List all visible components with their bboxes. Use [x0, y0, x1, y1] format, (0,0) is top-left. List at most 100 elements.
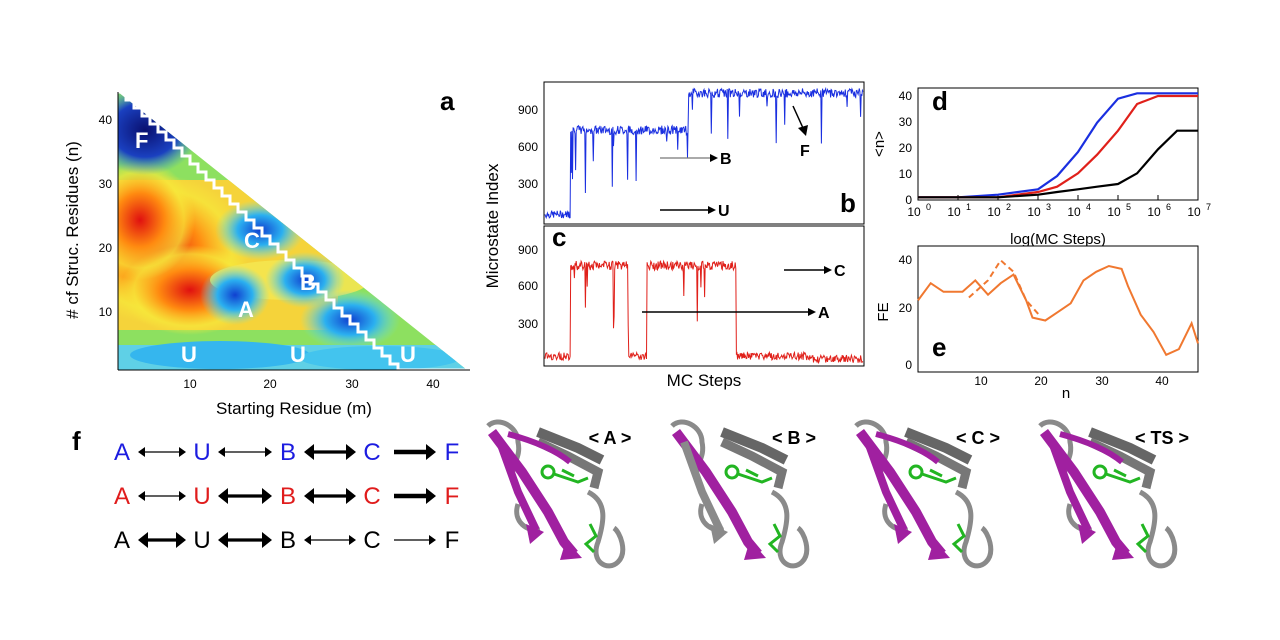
structure-title: < B > — [772, 428, 816, 448]
fe-line-solid — [917, 264, 1199, 357]
panel-a: a F C B A U U U 10 20 30 40 10 20 30 40 … — [63, 86, 470, 418]
x-tick-label: 40 — [1155, 374, 1169, 388]
scheme-state: A — [114, 527, 130, 554]
state-label-u: U — [400, 342, 416, 367]
x-tick-exponent: 2 — [1006, 202, 1011, 212]
y-tick-label: 20 — [899, 301, 913, 315]
panel-e-frame — [917, 245, 1199, 373]
annotation-a: A — [818, 305, 830, 322]
y-axis-title: Microstate Index — [483, 163, 502, 288]
protein-structure: < B > — [670, 419, 816, 569]
x-tick-label: 20 — [263, 377, 277, 391]
arrow-c-head — [824, 266, 832, 274]
scheme-state: B — [280, 527, 296, 554]
x-tick-exponent: 5 — [1126, 202, 1131, 212]
x-tick-label: 40 — [426, 377, 440, 391]
x-axis-title: n — [1062, 385, 1070, 402]
y-tick-label: 10 — [899, 167, 913, 181]
scheme-arrow — [394, 444, 436, 460]
series-line-black — [918, 129, 1198, 199]
structure-title: < TS > — [1135, 428, 1189, 448]
x-tick-label: 10 — [1107, 205, 1121, 219]
state-label-u: U — [290, 342, 306, 367]
scheme-state: C — [363, 527, 380, 554]
protein-structure: < A > — [486, 419, 632, 569]
scheme-state: C — [363, 483, 380, 510]
state-label-f: F — [135, 128, 148, 153]
x-axis-title: Starting Residue (m) — [216, 399, 372, 418]
scheme-state: A — [114, 439, 130, 466]
scheme-state: U — [193, 483, 210, 510]
annotation-f: F — [800, 143, 810, 160]
panel-e-letter: e — [932, 332, 946, 362]
state-label-a: A — [238, 297, 254, 322]
panel-a-letter: a — [440, 86, 455, 116]
y-tick-label: 10 — [99, 305, 113, 319]
arrow-a-head — [808, 308, 816, 316]
scheme-arrow — [394, 488, 436, 504]
panel-d: 0 10 20 30 40 10 0 10 1 10 2 10 3 10 4 10 5 10 6 10 7 d… — [871, 86, 1211, 248]
x-tick-label: 10 — [1147, 205, 1161, 219]
protein-structure: < C > — [854, 419, 1000, 569]
y-tick-label: 300 — [518, 177, 538, 191]
y-tick-label: 0 — [905, 358, 912, 372]
scheme-state: B — [280, 439, 296, 466]
y-tick-label: 600 — [518, 140, 538, 154]
x-tick-exponent: 3 — [1046, 202, 1051, 212]
scheme-state: C — [363, 439, 380, 466]
panel-f: f A U B C F A U B C F A U B C F — [72, 426, 459, 554]
scheme-arrow — [304, 444, 356, 460]
scheme-state: U — [193, 527, 210, 554]
y-tick-label: 20 — [899, 141, 913, 155]
y-axis-title: <n> — [871, 131, 888, 157]
scheme-state: B — [280, 483, 296, 510]
panel-b-frame — [543, 81, 865, 225]
x-tick-exponent: 4 — [1086, 202, 1091, 212]
y-tick-label: 0 — [905, 193, 912, 207]
arrow-u-head — [708, 206, 716, 214]
panel-c-trace — [544, 259, 864, 365]
panel-d-xlabels: 10 0 10 1 10 2 10 3 10 4 10 5 10 6 10 7 — [907, 202, 1211, 219]
arrow-f-head — [798, 125, 808, 136]
panel-e-series — [917, 258, 1199, 357]
arrow-b-head — [710, 154, 718, 162]
structure-title: < C > — [956, 428, 1000, 448]
y-tick-label: 600 — [518, 279, 538, 293]
scheme-arrow — [304, 488, 356, 504]
y-tick-label: 30 — [899, 115, 913, 129]
structure-row: < A > < B > < C > < TS > — [478, 412, 1238, 582]
scheme-state: A — [114, 483, 130, 510]
x-tick-label: 10 — [1027, 205, 1041, 219]
state-label-u: U — [181, 342, 197, 367]
scheme-rows: A U B C F A U B C F A U B C F — [114, 439, 459, 554]
y-tick-label: 40 — [899, 253, 913, 267]
y-tick-label: 300 — [518, 317, 538, 331]
panel-f-letter: f — [72, 426, 81, 456]
y-axis-title: FE — [875, 302, 892, 321]
panel-b-letter: b — [840, 188, 856, 218]
annotation-u: U — [718, 203, 730, 220]
state-label-c: C — [244, 228, 260, 253]
y-tick-label: 20 — [99, 241, 113, 255]
x-tick-label: 20 — [1034, 374, 1048, 388]
y-tick-label: 40 — [99, 113, 113, 127]
x-tick-exponent: 6 — [1166, 202, 1171, 212]
panel-c-letter: c — [552, 222, 566, 252]
x-tick-label: 30 — [345, 377, 359, 391]
arrow-f — [792, 105, 804, 129]
panel-c-frame — [543, 225, 865, 367]
x-axis-title: MC Steps — [667, 371, 742, 390]
x-tick-label: 10 — [1067, 205, 1081, 219]
x-tick-label: 10 — [1187, 205, 1201, 219]
y-tick-label: 900 — [518, 243, 538, 257]
structure-title: < A > — [589, 428, 632, 448]
trajectory-line — [544, 259, 864, 365]
scheme-arrow — [394, 535, 436, 545]
protein-structure: < TS > — [1038, 419, 1189, 569]
y-tick-label: 30 — [99, 177, 113, 191]
scheme-arrow — [138, 532, 186, 548]
scheme-arrow — [138, 447, 186, 457]
scheme-arrow — [304, 535, 356, 545]
x-tick-label: 10 — [183, 377, 197, 391]
x-tick-label: 30 — [1095, 374, 1109, 388]
